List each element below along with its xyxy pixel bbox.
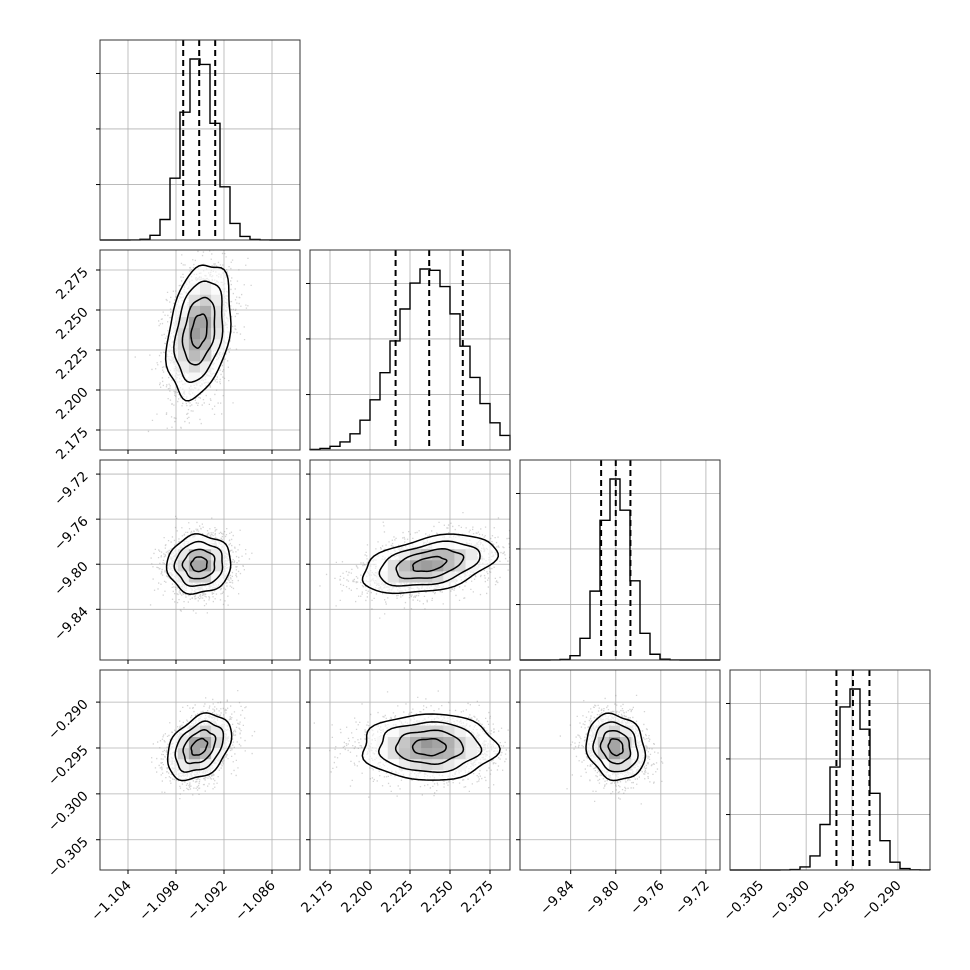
contour-3-0-3 <box>190 737 209 756</box>
scatter-panel-2-0 <box>96 459 301 664</box>
hist-frame-0 <box>99 39 301 241</box>
contour-3-0-0 <box>166 712 233 782</box>
x-tick-label: −1.098 <box>136 878 183 925</box>
x-tick-label: −0.295 <box>812 878 859 925</box>
contour-2-1-2 <box>395 547 465 580</box>
scatter-panel-2-1 <box>306 459 511 664</box>
contour-1-0-0 <box>164 264 232 402</box>
contour-2-0-3 <box>189 556 208 573</box>
x-tick-label: −1.092 <box>184 878 231 925</box>
hist-panel-3 <box>726 669 931 871</box>
contour-1-0-2 <box>181 296 216 366</box>
hist-frame-2 <box>519 459 721 661</box>
x-tick-label: 2.275 <box>458 878 497 917</box>
panel-content-3-0 <box>100 670 300 870</box>
contour-2-0-2 <box>181 548 216 580</box>
x-tick-label: 2.250 <box>418 878 457 917</box>
scatter-panel-3-1 <box>306 669 511 874</box>
y-tick-label: −0.300 <box>45 788 92 835</box>
panel-content-1-0 <box>100 250 300 450</box>
hist-frame-3 <box>729 669 931 871</box>
y-tick-label: −0.290 <box>45 696 92 743</box>
scatter-panel-3-2 <box>516 669 721 874</box>
panel-content-2-0 <box>100 460 300 660</box>
y-tick-label: 2.275 <box>53 264 92 303</box>
x-tick-label: −1.104 <box>88 878 135 925</box>
x-tick-label: 2.225 <box>378 878 417 917</box>
contour-3-2-1 <box>592 721 639 773</box>
x-tick-label: −9.72 <box>672 878 713 919</box>
contour-1-0-3 <box>190 313 208 349</box>
hist-panel-1 <box>306 249 511 451</box>
y-tick-label: −9.84 <box>51 604 92 645</box>
x-tick-label: −1.086 <box>232 878 279 925</box>
x-tick-label: −9.80 <box>582 878 623 919</box>
x-tick-label: −0.300 <box>766 878 813 925</box>
hist-frame-1 <box>309 249 511 451</box>
x-tick-label: −0.290 <box>858 878 905 925</box>
x-tick-label: −9.76 <box>627 878 668 919</box>
y-tick-label: −9.76 <box>51 513 92 554</box>
x-tick-label: −9.84 <box>537 878 578 919</box>
y-tick-label: −9.80 <box>51 559 92 600</box>
y-tick-label: 2.175 <box>53 424 92 463</box>
contour-3-2-3 <box>607 738 624 757</box>
hist-panel-2 <box>516 459 721 661</box>
y-tick-label: 2.225 <box>53 344 92 383</box>
contour-2-1-1 <box>378 540 481 587</box>
hist-panel-0 <box>96 39 301 241</box>
panel-content-2-1 <box>310 460 510 660</box>
panel-frame-3-0 <box>99 669 301 871</box>
panel-frame-2-0 <box>99 459 301 661</box>
histogram-2 <box>520 478 720 661</box>
panel-content-3-2 <box>520 670 720 870</box>
panel-content-3-1 <box>310 670 510 870</box>
contour-3-0-1 <box>174 720 225 773</box>
y-tick-label: 2.200 <box>53 384 92 423</box>
y-tick-label: −9.72 <box>51 468 92 509</box>
contour-3-1-1 <box>377 721 483 773</box>
histogram-1 <box>309 268 511 451</box>
scatter-panel-3-0 <box>96 669 301 874</box>
contour-2-0-1 <box>173 540 224 588</box>
x-tick-label: 2.200 <box>338 878 377 917</box>
contour-1-0-1 <box>173 280 224 383</box>
y-tick-label: −0.295 <box>45 742 92 789</box>
panel-frame-3-2 <box>519 669 721 871</box>
scatter-panel-1-0 <box>96 249 301 454</box>
contour-3-1-3 <box>411 737 447 757</box>
y-tick-label: 2.250 <box>53 304 92 343</box>
contour-3-0-2 <box>182 728 217 765</box>
contour-2-1-0 <box>361 533 500 595</box>
contour-3-2-2 <box>599 729 632 765</box>
x-tick-label: −0.305 <box>720 878 767 925</box>
contour-3-1-2 <box>394 729 465 765</box>
y-tick-label: −0.305 <box>45 834 92 881</box>
x-tick-label: 2.175 <box>298 878 337 917</box>
contour-2-1-3 <box>412 555 448 573</box>
